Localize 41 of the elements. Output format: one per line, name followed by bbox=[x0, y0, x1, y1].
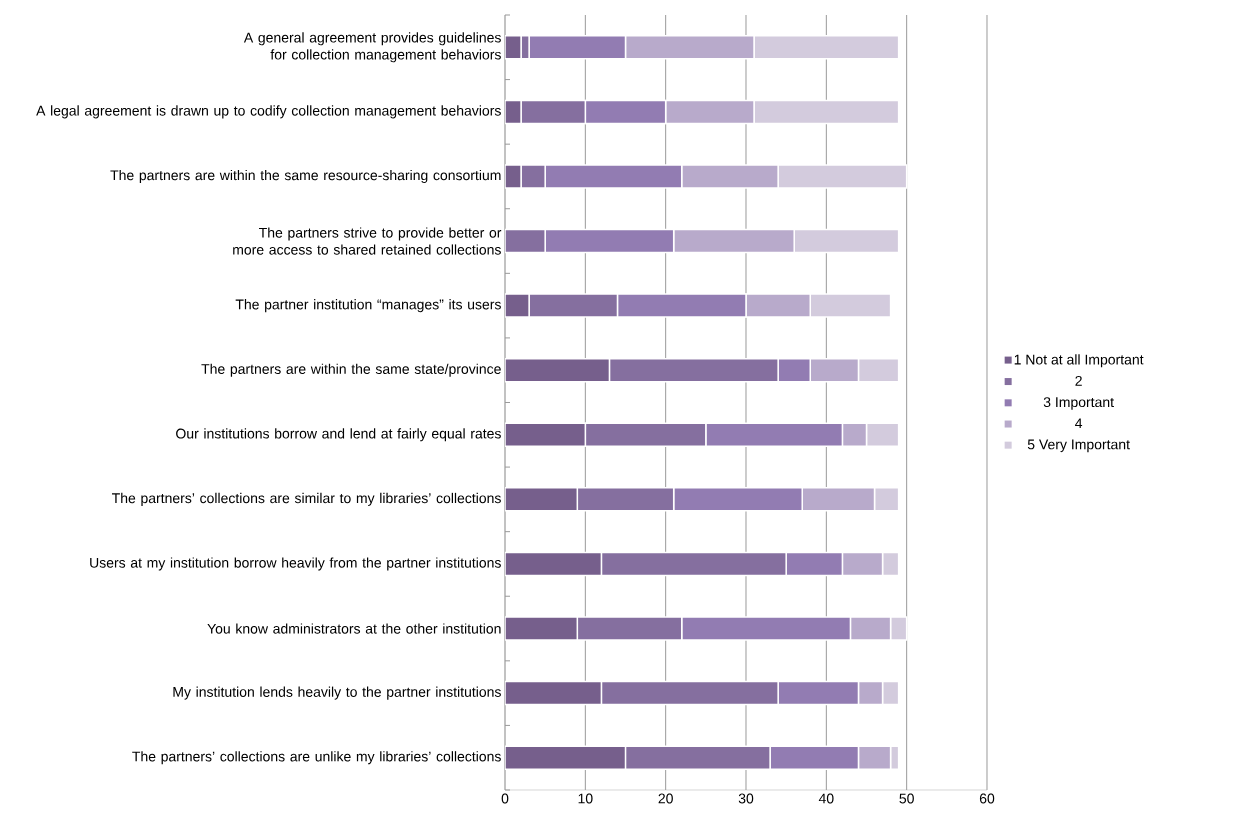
bar bbox=[608, 357, 779, 383]
text: 4 bbox=[1075, 418, 1083, 429]
y-tick-label: The partners strive to provide better or more access to shared retained collections bbox=[233, 227, 502, 255]
text: 2 bbox=[1075, 375, 1082, 386]
y-tick-label: A legal agreement is drawn up to codify collection management behaviors bbox=[36, 105, 501, 119]
x-tick-label: 50 bbox=[899, 793, 914, 804]
y-tick-label: Users at my institution borrow heavily from the partner institutions bbox=[90, 557, 501, 571]
bar bbox=[505, 745, 627, 770]
y-tick-label: The partners’ collections are similar to my libraries’ collections bbox=[111, 492, 501, 506]
x-tick-label: 0 bbox=[501, 793, 509, 804]
bar bbox=[576, 487, 675, 512]
bar bbox=[584, 422, 707, 448]
y-tick-label: A general agreement provides guidelines for collection management behaviors bbox=[243, 32, 501, 63]
y-tick-label: The partners’ collections are unlike my libraries’ collections bbox=[132, 751, 501, 765]
bar bbox=[576, 616, 683, 641]
legend-label: 1 Not at all Important bbox=[1014, 354, 1144, 368]
y-tick-label: The partners are within the same state/province bbox=[201, 363, 501, 377]
x-tick-label: 60 bbox=[979, 793, 995, 804]
x-tick-label: 30 bbox=[738, 793, 754, 804]
bar bbox=[505, 551, 603, 577]
y-tick-label: The partners are within the same resource-sharing consortium bbox=[110, 169, 501, 183]
bar bbox=[505, 422, 587, 448]
x-tick-label: 20 bbox=[658, 793, 673, 804]
legend-label: 3 Important bbox=[1043, 397, 1114, 410]
bar bbox=[600, 680, 779, 706]
bar bbox=[600, 551, 787, 577]
x-tick-label: 10 bbox=[578, 793, 593, 804]
x-tick-label: 40 bbox=[818, 793, 834, 804]
y-tick-label: You know administrators at the other institution bbox=[207, 623, 501, 634]
bar bbox=[505, 487, 579, 512]
bar bbox=[505, 616, 579, 641]
y-tick-label: The partner institution “manages” its users bbox=[235, 299, 501, 313]
bar bbox=[624, 745, 771, 770]
bar bbox=[528, 293, 619, 318]
y-tick-label: My institution lends heavily to the partner institutions bbox=[173, 686, 501, 700]
y-tick-label: Our institutions borrow and lend at fairly equal rates bbox=[176, 428, 501, 442]
legend-label: 5 Very Important bbox=[1027, 439, 1130, 453]
bar bbox=[505, 228, 546, 254]
bar bbox=[505, 357, 611, 383]
bar bbox=[505, 680, 603, 706]
bar bbox=[520, 99, 587, 125]
